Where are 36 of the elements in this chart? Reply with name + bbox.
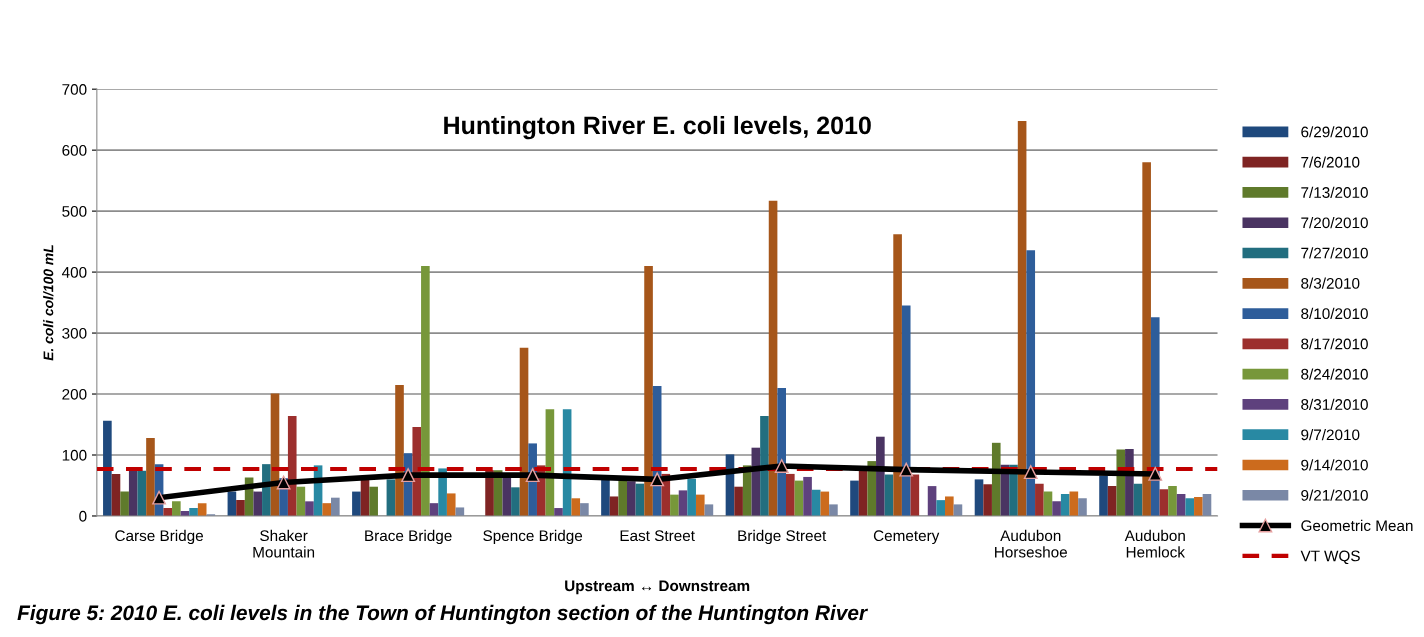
- x-axis-title: Upstream ↔ Downstream: [565, 580, 750, 595]
- x-tick-label: Shaker Mountain: [253, 529, 315, 558]
- legend-label: 9/7/2010: [1301, 428, 1360, 441]
- x-tick-label: Bridge Street: [738, 529, 827, 545]
- legend-label: 6/29/2010: [1301, 126, 1368, 138]
- y-axis-title: E. coli col/100 mL: [43, 245, 54, 361]
- x-tick-label: Audubon Hemlock: [1124, 529, 1185, 558]
- y-tick-label: 700: [62, 84, 87, 95]
- x-tick-label: Spence Bridge: [483, 529, 583, 545]
- x-tick-label: East Street: [620, 530, 695, 542]
- legend-label: 7/6/2010: [1301, 156, 1360, 168]
- y-tick-label: 200: [62, 388, 87, 400]
- legend-label: 8/3/2010: [1301, 277, 1360, 289]
- legend-label: 7/20/2010: [1301, 217, 1368, 229]
- caption: Figure 5: 2010 E. coli levels in the Town of Huntington section of the Huntington River: [17, 604, 868, 625]
- legend-label: 9/14/2010: [1301, 459, 1368, 471]
- y-tick-label: 500: [62, 205, 87, 217]
- legend-label: 8/31/2010: [1301, 398, 1368, 410]
- y-tick-label: 0: [79, 510, 87, 522]
- legend-label: 8/17/2010: [1301, 338, 1368, 350]
- text: Huntington River E. coli levels, 2010: [444, 115, 871, 140]
- y-tick-label: 400: [61, 266, 87, 278]
- legend-label: 8/24/2010: [1301, 368, 1368, 380]
- x-tick-label: Carse Bridge: [115, 529, 203, 545]
- legend-label: VT WQS: [1300, 550, 1360, 565]
- legend-label: 8/10/2010: [1301, 307, 1368, 320]
- legend-label: Geometric Mean: [1301, 519, 1413, 532]
- legend-label: 9/21/2010: [1301, 489, 1368, 501]
- x-tick-label: Brace Bridge: [365, 529, 452, 545]
- x-tick-label: Audubon Horseshoe: [995, 529, 1067, 558]
- x-tick-label: Cemetery: [873, 530, 940, 545]
- y-tick-label: 100: [62, 449, 87, 461]
- y-tick-label: 600: [62, 145, 87, 156]
- y-tick-label: 300: [62, 327, 87, 339]
- legend-label: 7/13/2010: [1301, 186, 1368, 198]
- legend-label: 7/27/2010: [1301, 247, 1368, 259]
